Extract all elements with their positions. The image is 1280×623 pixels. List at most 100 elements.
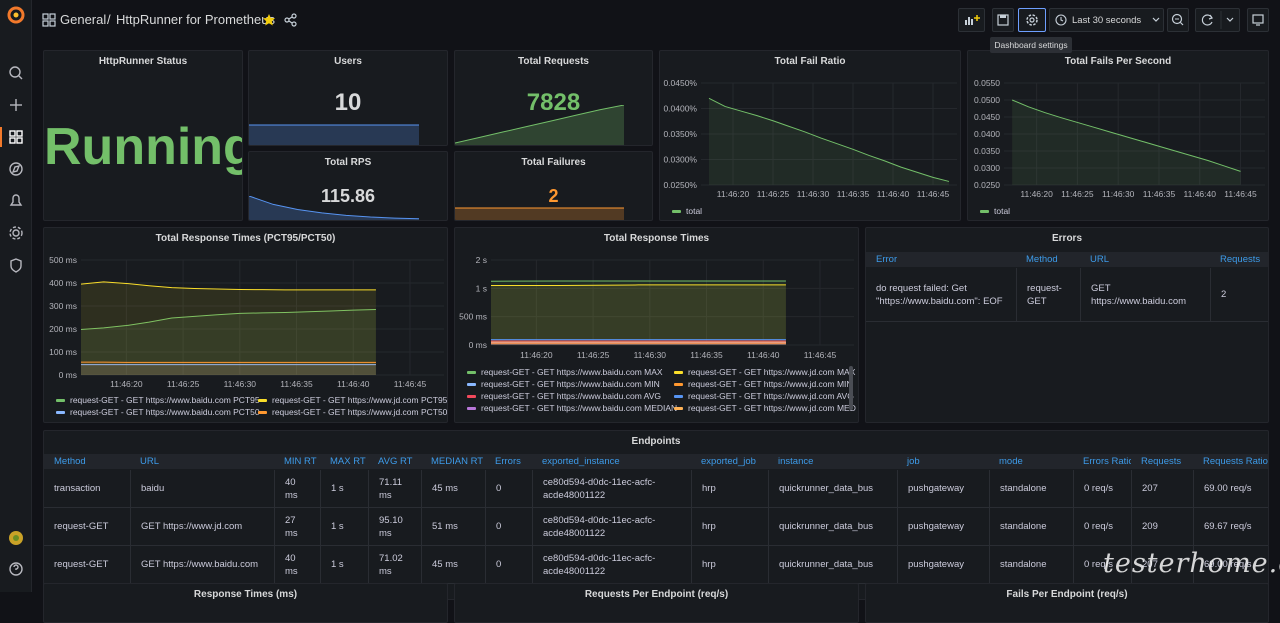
dashboard-settings-button[interactable] [1018, 8, 1046, 32]
alerting-icon[interactable] [11, 195, 21, 205]
legend-label: request-GET - GET https://www.baidu.com … [481, 379, 660, 389]
column-header[interactable]: MEDIAN RT [421, 454, 485, 469]
share-icon[interactable] [284, 13, 298, 27]
save-button[interactable] [992, 8, 1014, 32]
legend-item[interactable]: request-GET - GET https://www.jd.com PCT… [258, 406, 448, 418]
legend-item[interactable]: request-GET - GET https://www.jd.com MIN [674, 378, 856, 390]
legend-item[interactable]: request-GET - GET https://www.jd.com MED… [674, 402, 856, 414]
table-cell: 0 req/s [1073, 470, 1131, 507]
add-panel-button[interactable] [958, 8, 985, 32]
x-tick-label: 11:46:30 [1102, 189, 1135, 199]
table-cell: pushgateway [897, 546, 989, 583]
legend-swatch [674, 395, 683, 398]
time-picker[interactable]: Last 30 seconds [1049, 8, 1164, 32]
graph-panel: Fails Per Endpoint (req/s) [865, 583, 1269, 623]
panel-title: Users [249, 56, 447, 67]
settings-gear-icon [1019, 9, 1045, 31]
x-tick-label: 11:46:45 [1224, 189, 1257, 199]
column-header[interactable]: Errors Ratio [1073, 454, 1131, 469]
series-area [491, 285, 786, 345]
legend-label: request-GET - GET https://www.jd.com PCT… [272, 395, 447, 405]
series-area [81, 362, 376, 375]
legend-item[interactable]: request-GET - GET https://www.jd.com AVG [674, 390, 856, 402]
legend-label: request-GET - GET https://www.baidu.com … [70, 395, 260, 405]
legend-item[interactable]: total [672, 205, 702, 217]
legend-swatch [258, 399, 267, 402]
legend-item[interactable]: request-GET - GET https://www.jd.com PCT… [258, 394, 448, 406]
table-cell: quickrunner_data_bus [768, 470, 897, 507]
status-value: Running [44, 117, 242, 177]
x-tick-label: 11:46:40 [877, 189, 910, 199]
column-header[interactable]: URL [1080, 252, 1210, 267]
y-tick-label: 1 s [476, 283, 487, 293]
dashboards-icon[interactable] [10, 131, 22, 143]
legend-item[interactable]: request-GET - GET https://www.baidu.com … [56, 406, 258, 418]
panel-title: Requests Per Endpoint (req/s) [455, 589, 858, 600]
table-cell: hrp [691, 470, 768, 507]
zoom-out-button[interactable] [1167, 8, 1189, 32]
shield-icon[interactable] [11, 259, 21, 272]
legend-item[interactable]: request-GET - GET https://www.baidu.com … [467, 402, 674, 414]
table-cell: transaction [44, 470, 130, 507]
time-range-label: Last 30 seconds [1072, 15, 1141, 26]
table-cell: quickrunner_data_bus [768, 546, 897, 583]
x-tick-label: 11:46:45 [917, 189, 950, 199]
avatar-detail [13, 535, 19, 541]
legend-item[interactable]: request-GET - GET https://www.baidu.com … [467, 366, 674, 378]
create-icon[interactable] [10, 99, 22, 111]
dashboard-title[interactable]: HttpRunner for Prometheus [116, 12, 275, 27]
settings-icon[interactable] [10, 227, 22, 239]
column-header[interactable]: instance [768, 454, 897, 469]
column-header[interactable]: Method [1016, 252, 1080, 267]
search-icon[interactable] [10, 67, 22, 79]
column-header[interactable]: AVG RT [368, 454, 421, 469]
y-tick-label: 500 ms [459, 312, 487, 322]
tv-mode-button[interactable] [1247, 8, 1269, 32]
table-cell: 40 ms [274, 546, 320, 583]
column-header[interactable]: mode [989, 454, 1073, 469]
table-cell: hrp [691, 546, 768, 583]
help-icon[interactable] [10, 563, 22, 575]
add-panel-icon [959, 9, 984, 31]
table-cell: 71.02 ms [368, 546, 421, 583]
column-header[interactable]: Method [44, 454, 130, 469]
legend-item[interactable]: total [980, 205, 1010, 217]
x-tick-label: 11:46:25 [757, 189, 790, 199]
x-tick-label: 11:46:35 [837, 189, 870, 199]
column-header[interactable]: Requests [1210, 252, 1269, 267]
column-header[interactable]: Requests [1131, 454, 1193, 469]
breadcrumb-folder[interactable]: General [60, 12, 106, 27]
table-cell: 51 ms [421, 508, 485, 545]
column-header[interactable]: MAX RT [320, 454, 368, 469]
column-header[interactable]: URL [130, 454, 274, 469]
table-cell: 1 s [320, 470, 368, 507]
table-cell: request-GET [44, 546, 130, 583]
column-header[interactable]: job [897, 454, 989, 469]
legend-item[interactable]: request-GET - GET https://www.jd.com MAX [674, 366, 856, 378]
table-cell: 69.67 req/s [1193, 508, 1269, 545]
refresh-button[interactable] [1195, 8, 1240, 32]
graph-panel: Response Times (ms) [43, 583, 448, 623]
legend-label: request-GET - GET https://www.jd.com MED… [688, 403, 856, 413]
column-header[interactable]: exported_instance [532, 454, 691, 469]
explore-icon[interactable] [10, 163, 22, 175]
stat-value: 10 [249, 89, 447, 117]
legend-item[interactable]: request-GET - GET https://www.baidu.com … [56, 394, 258, 406]
legend-item[interactable]: request-GET - GET https://www.baidu.com … [467, 390, 674, 402]
table-cell: 0 [485, 508, 532, 545]
column-header[interactable]: Requests Ratio [1193, 454, 1269, 469]
legend-item[interactable]: request-GET - GET https://www.baidu.com … [467, 378, 674, 390]
y-tick-label: 0.0500 [974, 95, 1000, 105]
panel-title: Response Times (ms) [44, 589, 447, 600]
legend-swatch [467, 383, 476, 386]
column-header[interactable]: exported_job [691, 454, 768, 469]
column-header[interactable]: Errors [485, 454, 532, 469]
y-tick-label: 100 ms [49, 347, 77, 357]
column-header[interactable]: MIN RT [274, 454, 320, 469]
star-icon[interactable] [262, 13, 276, 27]
column-header[interactable]: Error [866, 252, 1016, 267]
sidebar-icons [0, 0, 32, 592]
stat-panel: Users 10 [248, 50, 448, 146]
table-cell: pushgateway [897, 470, 989, 507]
